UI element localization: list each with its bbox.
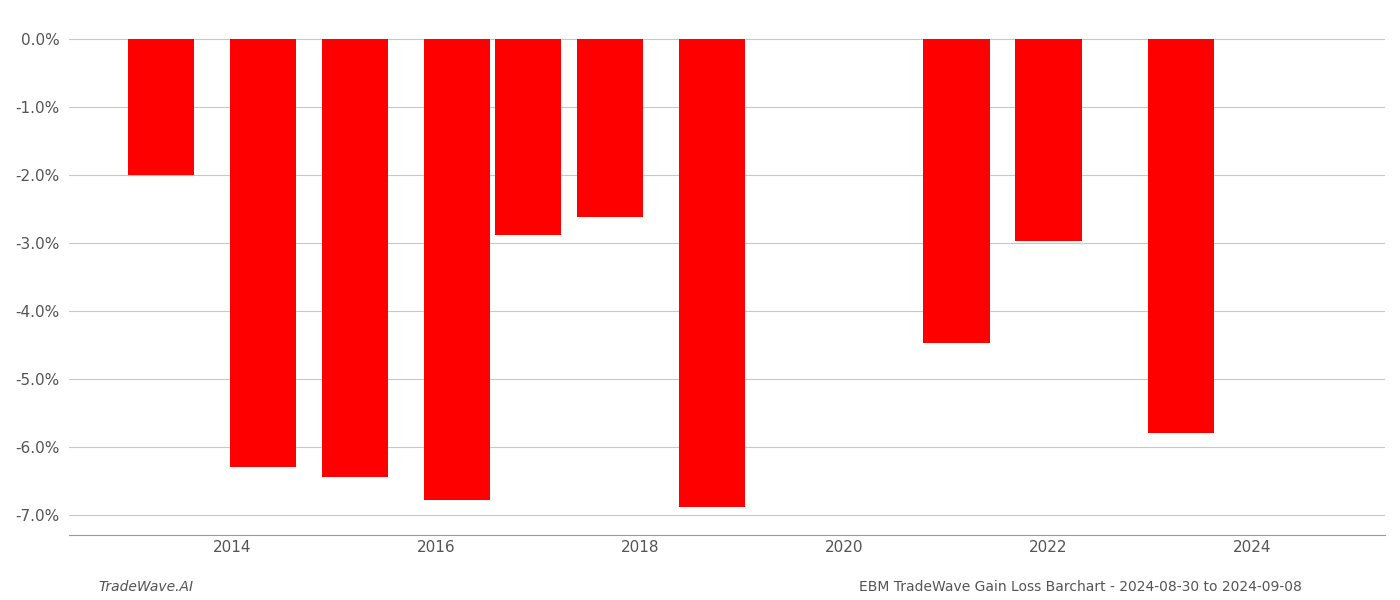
Bar: [1148, 39, 1214, 433]
Bar: [424, 39, 490, 500]
Bar: [924, 39, 990, 343]
Bar: [496, 39, 561, 235]
Bar: [1015, 39, 1082, 241]
Bar: [577, 39, 643, 217]
Bar: [679, 39, 745, 506]
Text: EBM TradeWave Gain Loss Barchart - 2024-08-30 to 2024-09-08: EBM TradeWave Gain Loss Barchart - 2024-…: [860, 580, 1302, 594]
Bar: [127, 39, 195, 175]
Bar: [322, 39, 388, 478]
Text: TradeWave.AI: TradeWave.AI: [98, 580, 193, 594]
Bar: [230, 39, 295, 467]
